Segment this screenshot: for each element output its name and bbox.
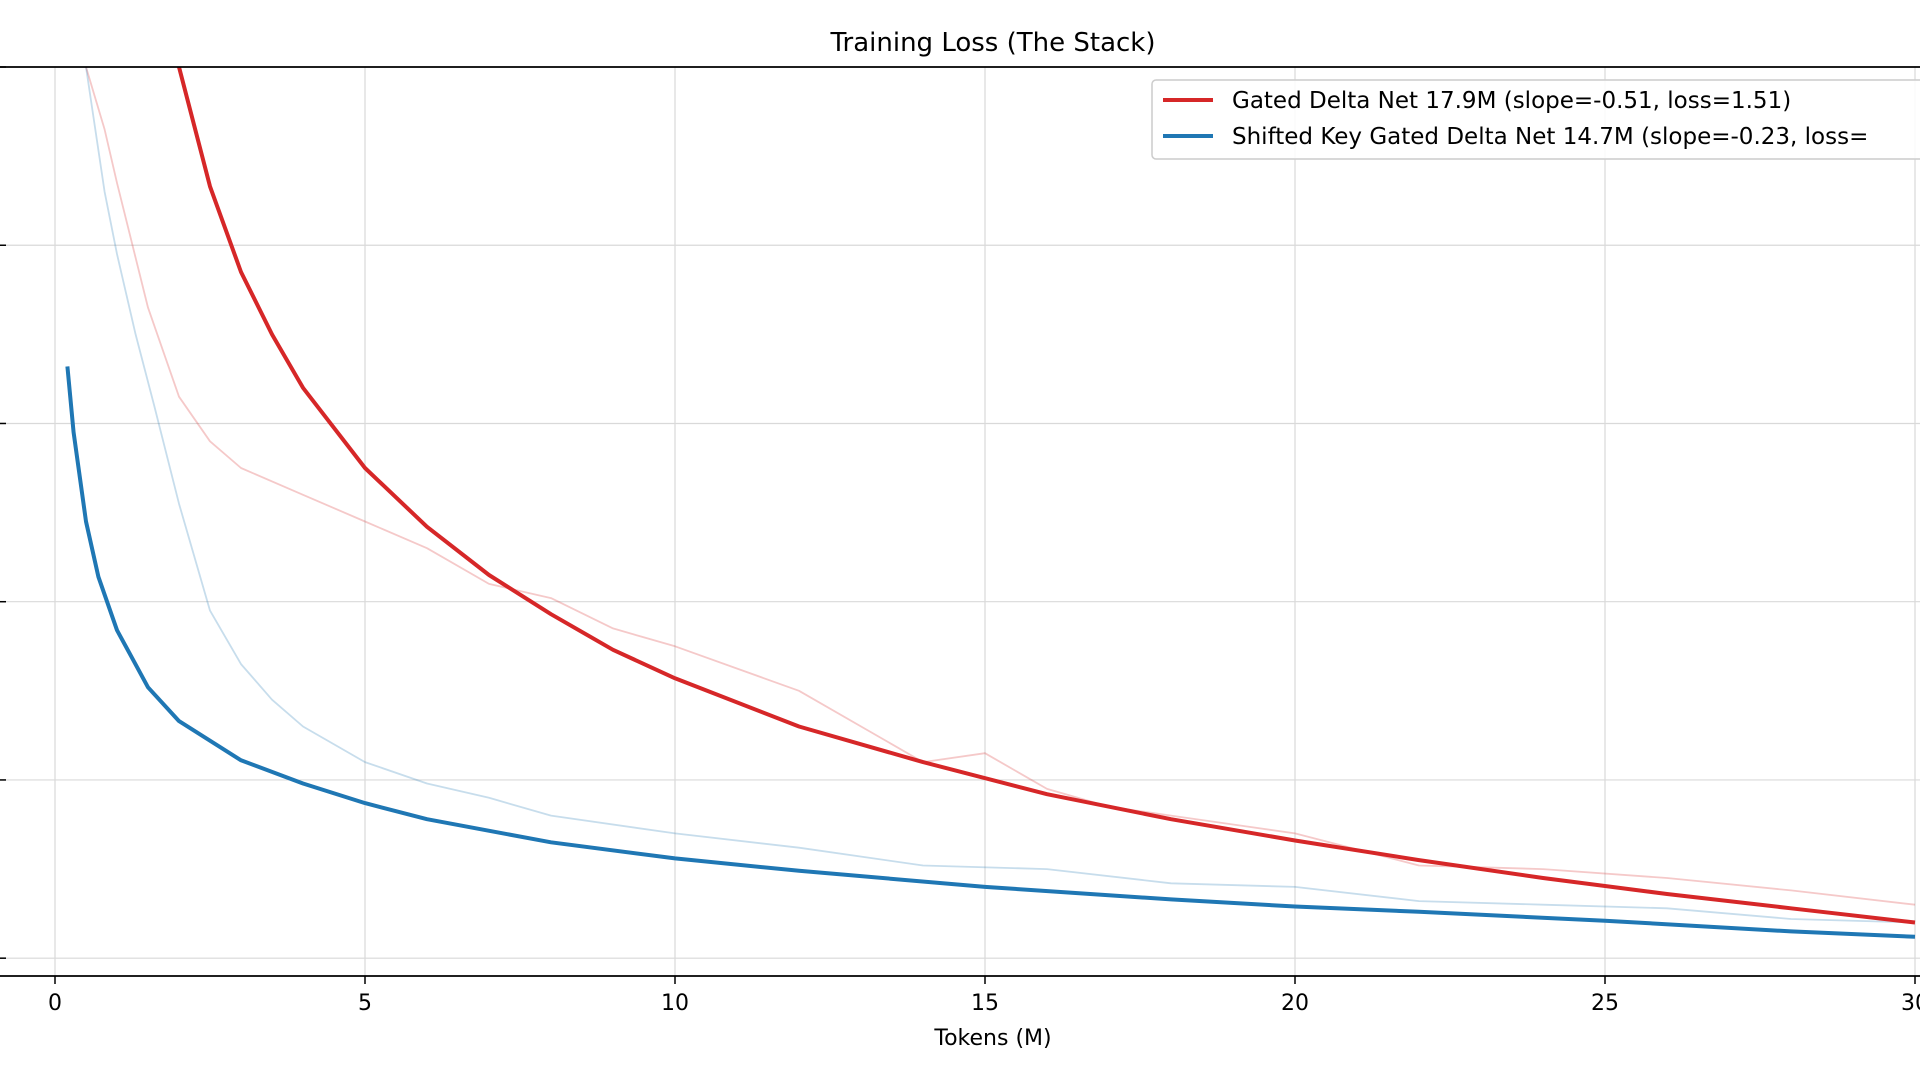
raw-line-shifted-key-gated-delta-net (85, 67, 1916, 924)
legend-box (1151, 79, 1920, 160)
legend-label-gated-delta-net: Gated Delta Net 17.9M (slope=-0.51, loss… (1232, 88, 1791, 114)
x-tick-label: 25 (1591, 991, 1619, 1016)
fit-line-shifted-key-gated-delta-net (65, 366, 1916, 939)
axes (0, 66, 1920, 977)
x-tick-label: 20 (1281, 991, 1309, 1016)
raw-line-gated-delta-net (85, 67, 1916, 906)
chart-title: Training Loss (The Stack) (829, 28, 1155, 58)
raw-loss-lines (85, 67, 1916, 924)
legend: Gated Delta Net 17.9M (slope=-0.51, loss… (1151, 79, 1920, 160)
x-tick-label: 5 (358, 991, 372, 1016)
x-tick-label: 30 (1901, 991, 1920, 1016)
x-ticks: 0 5 10 15 20 25 30 (0, 66, 1920, 1016)
x-tick-label: 0 (48, 991, 62, 1016)
legend-label-shifted-key-gated-delta-net: Shifted Key Gated Delta Net 14.7M (slope… (1232, 124, 1868, 150)
fitted-loss-lines (65, 67, 1916, 939)
grid (0, 66, 1920, 976)
fit-line-gated-delta-net (177, 67, 1916, 925)
x-tick-label: 15 (971, 991, 999, 1016)
x-axis-label: Tokens (M) (933, 1026, 1051, 1051)
x-tick-label: 10 (661, 991, 689, 1016)
